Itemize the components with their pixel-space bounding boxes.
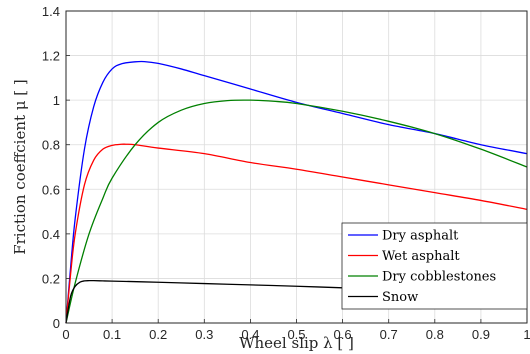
y-axis-label: Friction coeffcient μ [ ] — [11, 79, 29, 255]
legend-box — [341, 222, 528, 310]
x-tick-label: 0.1 — [103, 327, 121, 342]
series-line — [65, 99, 528, 324]
tick-labels: 0 0.1 0.2 0.3 0.4 0.5 0.6 0.7 0.8 0.9 1 0 0.2 0.4 0.6 0… — [42, 4, 530, 342]
legend-label: Dry asphalt — [382, 229, 459, 244]
y-tick-label: 1.2 — [42, 49, 60, 64]
x-tick-label: 0.7 — [380, 327, 398, 342]
y-tick-label: 0.6 — [42, 182, 60, 197]
y-tick-label: 0.4 — [42, 227, 60, 242]
series-line — [65, 60, 528, 324]
x-tick-label: 0.5 — [287, 327, 305, 342]
x-tick-label: 0.9 — [472, 327, 490, 342]
x-tick-label: 1 — [523, 327, 530, 342]
x-tick-label: 0.6 — [334, 327, 352, 342]
y-tick-label: 1 — [53, 93, 60, 108]
y-tick-label: 0.2 — [42, 271, 60, 286]
x-tick-label: 0.8 — [426, 327, 444, 342]
x-tick-label: 0.2 — [149, 327, 167, 342]
y-tick-label: 0.8 — [42, 138, 60, 153]
x-tick-label: 0 — [62, 327, 69, 342]
y-tick-label: 0 — [53, 316, 60, 331]
legend-label: Wet asphalt — [382, 249, 460, 264]
legend-label: Dry cobblestones — [382, 270, 496, 285]
x-tick-label: 0.4 — [241, 327, 259, 342]
y-tick-label: 1.4 — [42, 4, 60, 19]
x-tick-label: 0.3 — [195, 327, 213, 342]
legend: Dry asphalt Wet asphalt Dry cobblestones Sn… — [341, 222, 528, 310]
legend-label: Snow — [382, 290, 418, 305]
x-axis-label: Wheel slip λ [ ] — [239, 334, 354, 352]
